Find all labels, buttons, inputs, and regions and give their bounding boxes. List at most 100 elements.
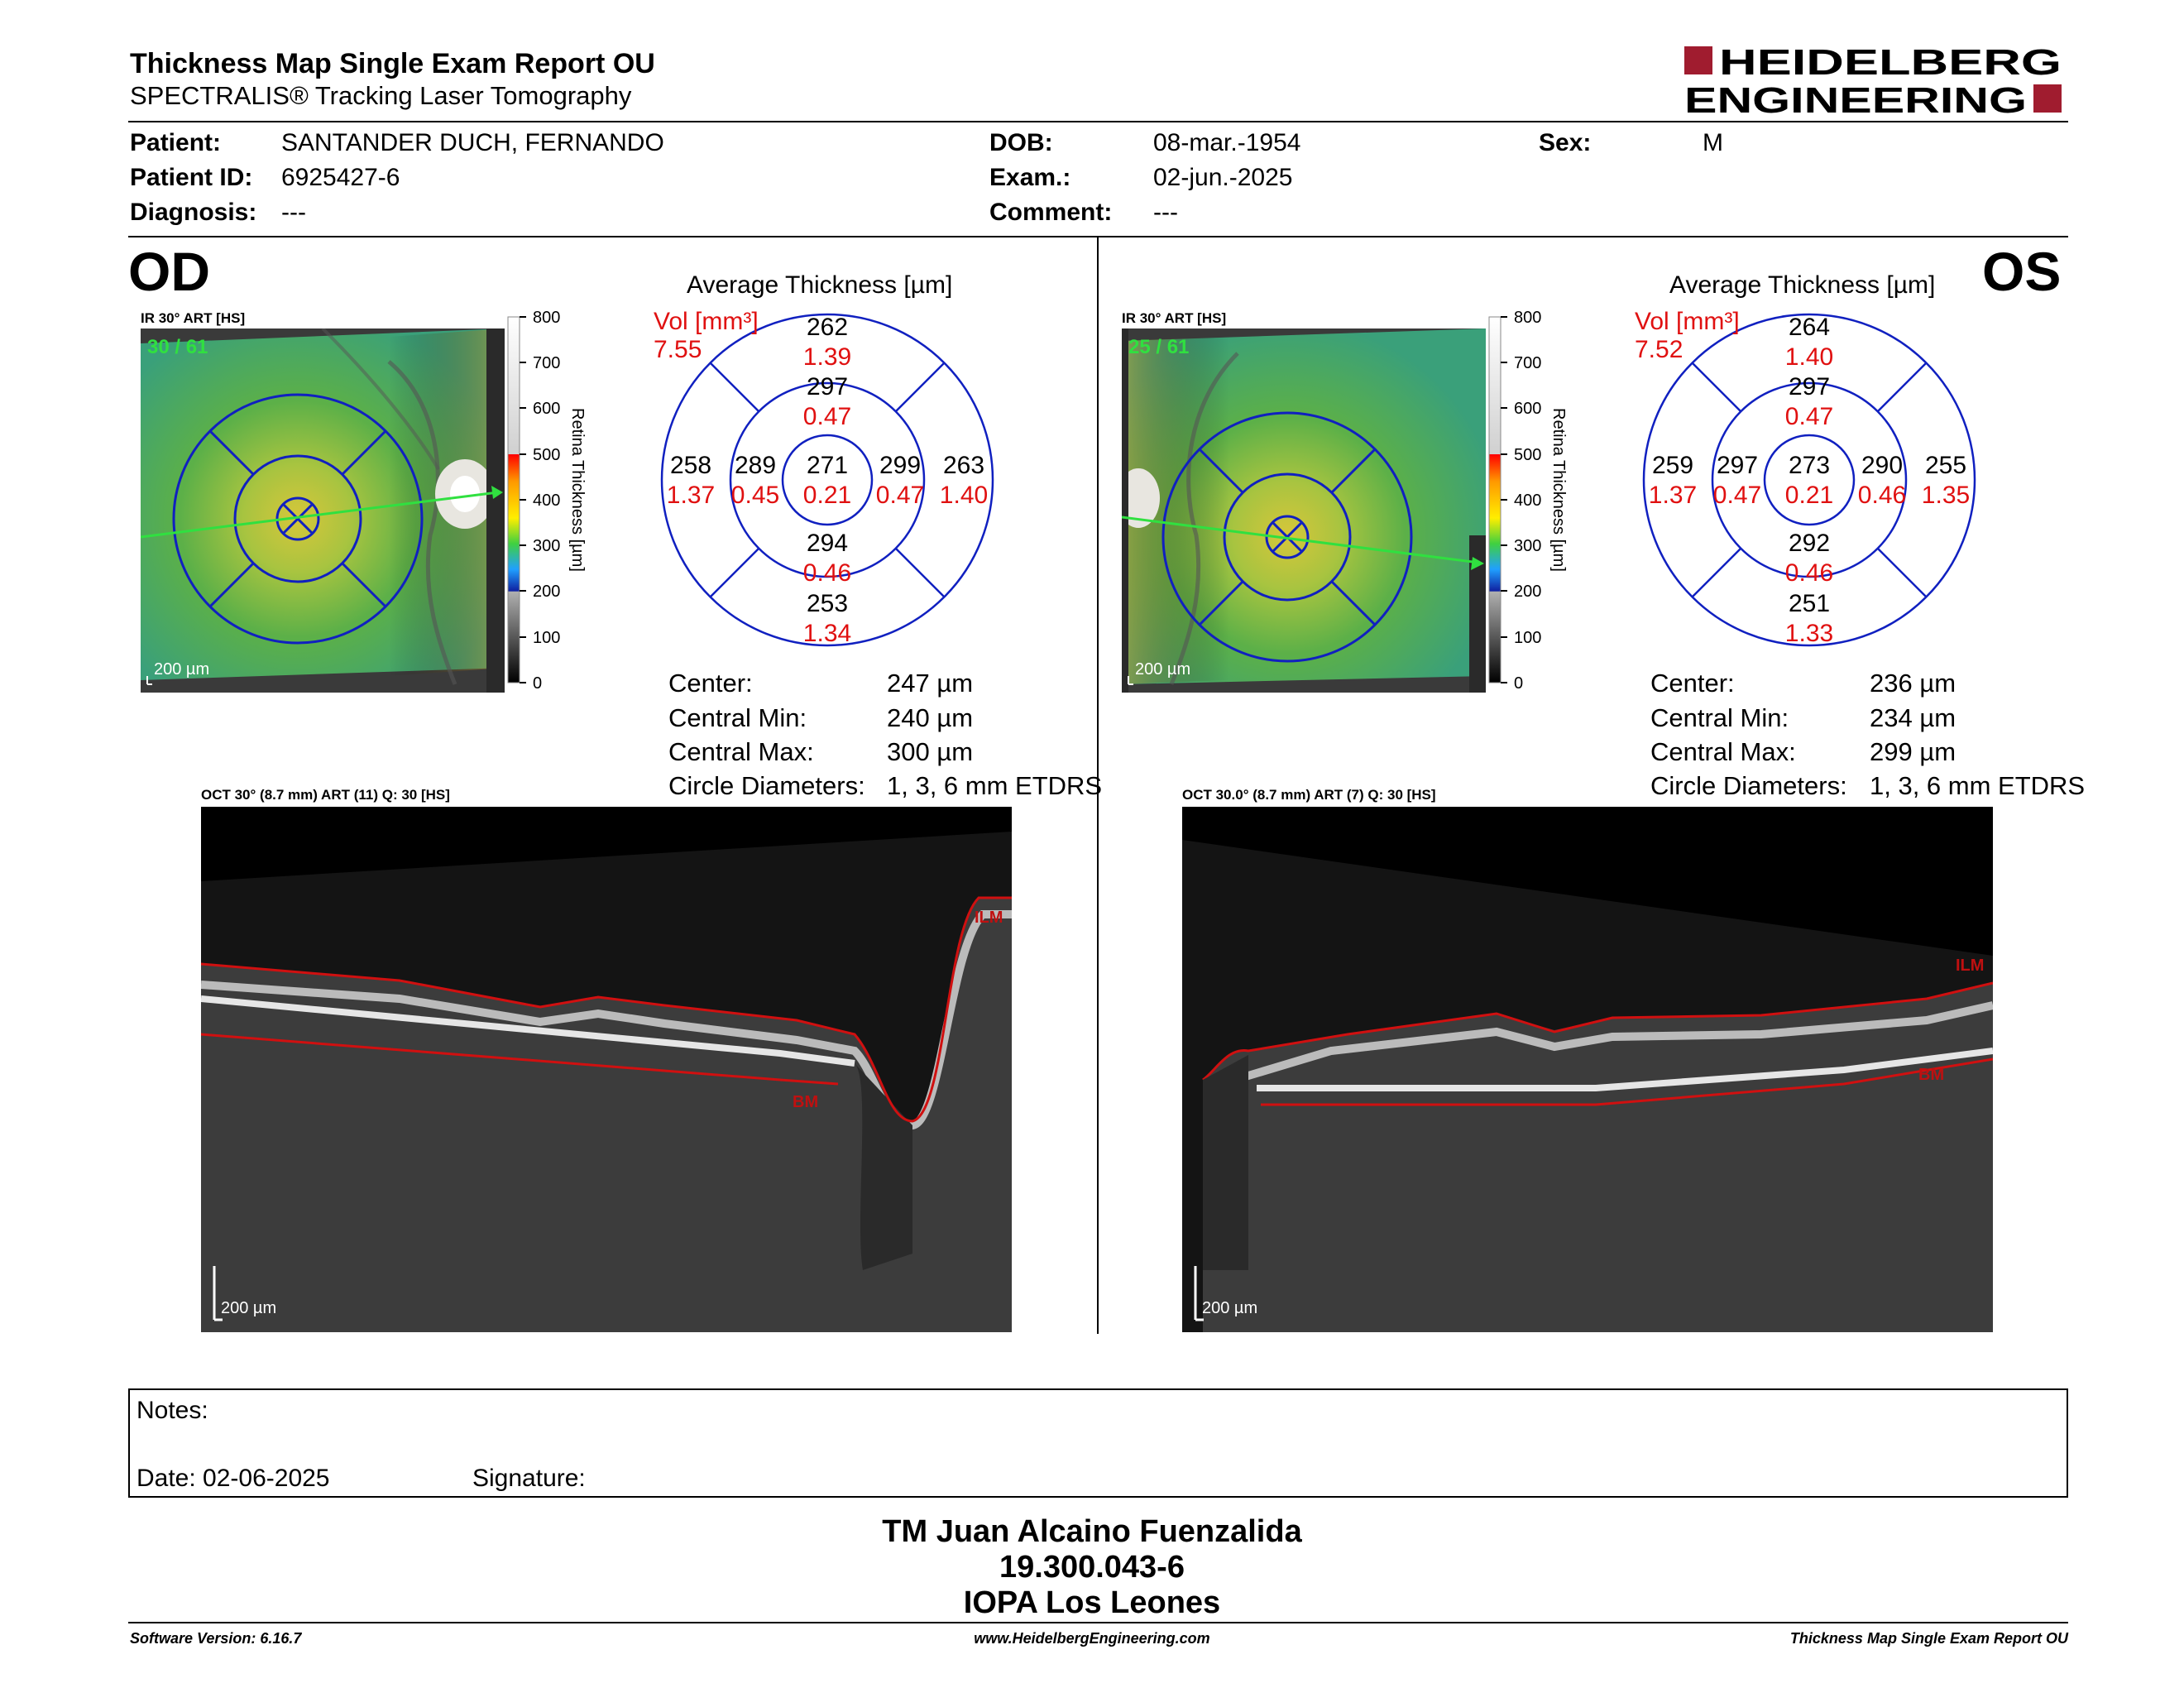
os-color-scale: 800 700 600 500 400 300 200 100 0 Retina…: [1487, 309, 1603, 693]
svg-text:262: 262: [807, 314, 848, 341]
svg-text:0.21: 0.21: [1785, 482, 1833, 509]
svg-text:500: 500: [1514, 446, 1541, 464]
od-center-value: 247 µm: [887, 669, 974, 698]
svg-text:500: 500: [533, 446, 560, 464]
svg-text:0.46: 0.46: [1858, 482, 1906, 509]
os-frame-label: 25 / 61: [1128, 336, 1189, 358]
od-thickness-map: 30 / 61 200 µm: [140, 327, 505, 693]
notes-date: Date: 02-06-2025: [136, 1465, 330, 1492]
notes-box[interactable]: Notes: Date: 02-06-2025 Signature:: [128, 1388, 2068, 1498]
heidelberg-logo: HEIDELBERG ENGINEERING: [1684, 42, 2068, 121]
os-vol-label: Vol [mm³]: [1635, 308, 1740, 335]
svg-text:273: 273: [1789, 452, 1830, 479]
os-cmax-value: 299 µm: [1870, 737, 1956, 766]
od-circ-label: Circle Diameters:: [668, 771, 865, 800]
od-eye-label: OD: [128, 241, 210, 302]
svg-text:0.21: 0.21: [803, 482, 851, 509]
od-frame-label: 30 / 61: [147, 336, 208, 358]
od-vol-total: 7.55: [654, 336, 702, 363]
dob-value: 08-mar.-1954: [1153, 129, 1301, 156]
svg-text:1.37: 1.37: [1649, 482, 1697, 509]
os-bm-label: BM: [1918, 1066, 1944, 1084]
footer-software-version: Software Version: 6.16.7: [130, 1630, 302, 1647]
od-cmin-value: 240 µm: [887, 703, 974, 732]
svg-text:294: 294: [807, 530, 848, 557]
od-avg-title: Average Thickness [µm]: [687, 271, 953, 299]
od-bm-label: BM: [793, 1093, 818, 1111]
os-cmax-label: Central Max:: [1650, 737, 1796, 766]
os-map-scale-label: 200 µm: [1135, 660, 1190, 679]
footer-divider: [128, 1622, 2068, 1623]
svg-text:255: 255: [1925, 452, 1966, 479]
svg-text:0: 0: [533, 674, 542, 691]
svg-text:300: 300: [1514, 537, 1541, 555]
diagnosis-label: Diagnosis:: [130, 199, 257, 226]
os-vol-total: 7.52: [1635, 336, 1684, 363]
svg-text:258: 258: [670, 452, 711, 479]
logo-line1: HEIDELBERG: [1719, 43, 2062, 83]
svg-text:800: 800: [1514, 310, 1541, 327]
logo-line2: ENGINEERING: [1684, 80, 2027, 117]
signatory-id: 19.300.043-6: [999, 1550, 1185, 1585]
footer-website[interactable]: www.HeidelbergEngineering.com: [974, 1630, 1210, 1647]
svg-text:1.37: 1.37: [667, 482, 715, 509]
svg-text:0.47: 0.47: [803, 403, 851, 430]
os-oct-label: OCT 30.0° (8.7 mm) ART (7) Q: 30 [HS]: [1182, 787, 1436, 803]
patient-value: SANTANDER DUCH, FERNANDO: [281, 129, 664, 156]
od-vol-label: Vol [mm³]: [654, 308, 759, 335]
od-oct-scan: ILM BM 200 µm: [200, 807, 1012, 1332]
dob-label: DOB:: [989, 129, 1053, 156]
od-cmax-value: 300 µm: [887, 737, 974, 766]
os-ir-label: IR 30° ART [HS]: [1122, 310, 1227, 326]
svg-text:200: 200: [533, 583, 560, 601]
os-eye-label: OS: [1982, 241, 2062, 302]
od-cmin-label: Central Min:: [668, 703, 807, 732]
svg-text:600: 600: [533, 400, 560, 418]
svg-text:297: 297: [1717, 452, 1758, 479]
os-circ-value: 1, 3, 6 mm ETDRS: [1870, 771, 2086, 800]
sex-value: M: [1703, 129, 1723, 156]
svg-text:1.39: 1.39: [803, 343, 851, 371]
eye-divider: [1097, 237, 1099, 1334]
svg-text:253: 253: [807, 590, 848, 617]
exam-label: Exam.:: [989, 164, 1071, 191]
svg-text:299: 299: [879, 452, 921, 479]
os-thickness-map: 25 / 61 200 µm: [1117, 328, 1486, 693]
svg-text:700: 700: [533, 354, 560, 372]
od-color-scale: 800 700 600 500 400 300 200 100 0 Retina…: [506, 309, 622, 693]
svg-text:0.46: 0.46: [1785, 559, 1833, 587]
os-avg-title: Average Thickness [µm]: [1669, 271, 1936, 299]
svg-text:600: 600: [1514, 400, 1541, 418]
svg-text:1.40: 1.40: [1785, 343, 1833, 371]
svg-text:0.47: 0.47: [876, 482, 924, 509]
os-cmin-value: 234 µm: [1870, 703, 1956, 732]
svg-text:290: 290: [1861, 452, 1903, 479]
svg-text:0: 0: [1514, 674, 1523, 691]
notes-label: Notes:: [136, 1397, 208, 1424]
od-scale-axis-label: Retina Thickness [µm]: [568, 408, 587, 572]
od-oct-label: OCT 30° (8.7 mm) ART (11) Q: 30 [HS]: [201, 787, 450, 803]
svg-text:1.33: 1.33: [1785, 620, 1833, 647]
svg-text:259: 259: [1652, 452, 1693, 479]
os-center-label: Center:: [1650, 669, 1735, 698]
svg-text:0.47: 0.47: [1713, 482, 1761, 509]
svg-text:1.34: 1.34: [803, 620, 851, 647]
svg-text:251: 251: [1789, 590, 1830, 617]
os-center-value: 236 µm: [1870, 669, 1956, 698]
patient-id-value: 6925427-6: [281, 164, 400, 191]
od-map-scale-label: 200 µm: [154, 660, 209, 679]
os-ilm-label: ILM: [1956, 957, 1984, 975]
os-oct-scan: ILM BM 200 µm: [1182, 807, 1995, 1332]
report-title: Thickness Map Single Exam Report OU: [130, 48, 655, 79]
header-divider: [128, 121, 2068, 122]
comment-label: Comment:: [989, 199, 1113, 226]
svg-text:271: 271: [807, 452, 848, 479]
svg-text:700: 700: [1514, 354, 1541, 372]
svg-text:263: 263: [943, 452, 984, 479]
sex-label: Sex:: [1539, 129, 1592, 156]
svg-text:1.40: 1.40: [940, 482, 988, 509]
svg-text:0.47: 0.47: [1785, 403, 1833, 430]
svg-text:100: 100: [533, 629, 560, 647]
footer-report-name: Thickness Map Single Exam Report OU: [1789, 1630, 2068, 1647]
svg-text:0.45: 0.45: [731, 482, 779, 509]
